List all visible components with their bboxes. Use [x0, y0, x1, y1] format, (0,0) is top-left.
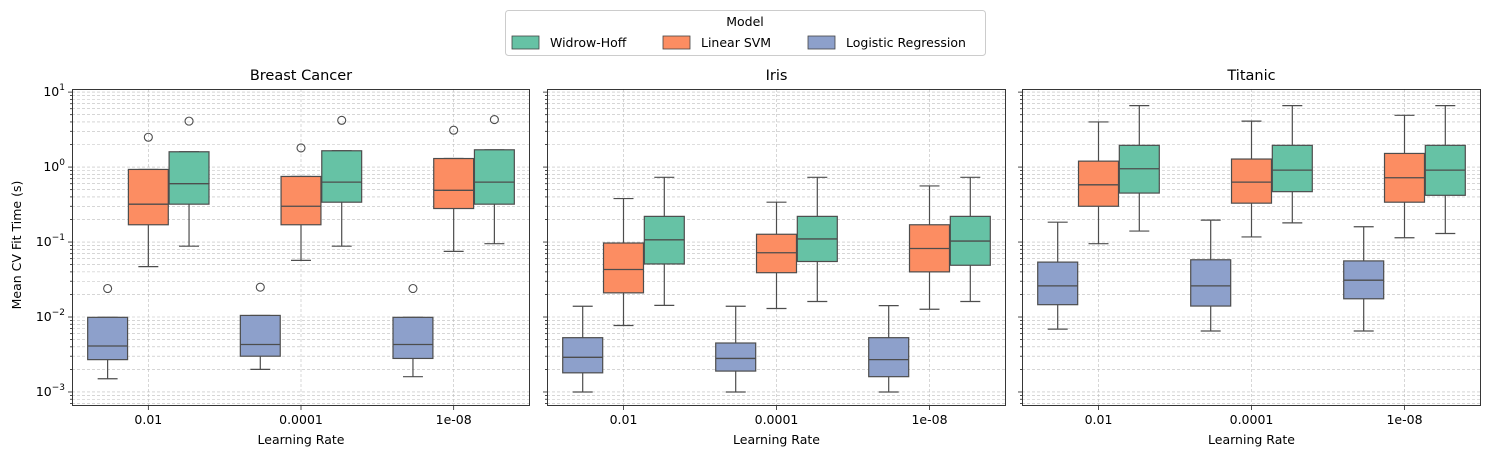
outlier-point: [489, 115, 499, 125]
panel-title-iris: Iris: [766, 68, 788, 84]
outlier-point: [184, 116, 194, 126]
legend-label-widrow-hoff: Widrow-Hoff: [550, 35, 627, 50]
box-logistic-regression: [392, 283, 434, 378]
outlier-point: [103, 283, 113, 294]
box-widrow-hoff: [643, 176, 685, 306]
box-widrow-hoff: [321, 115, 363, 247]
x-tick-label: 0.01: [610, 412, 638, 427]
box-logistic-regression: [1343, 226, 1385, 332]
box-widrow-hoff: [796, 176, 838, 303]
x-axis-label-iris: Learning Rate: [733, 432, 820, 447]
y-tick-label: 10−2: [36, 308, 65, 324]
legend-entry-widrow-hoff: Widrow-Hoff: [511, 35, 627, 50]
box-body: [239, 314, 281, 357]
legend-swatch-linear-svm: [662, 35, 691, 50]
panel-title-breast-cancer: Breast Cancer: [250, 68, 352, 84]
axes-frame: [547, 89, 1006, 406]
outlier-point: [296, 143, 306, 153]
box-logistic-regression: [868, 304, 910, 393]
x-tick-label: 0.01: [134, 412, 162, 427]
x-tick-label: 0.0001: [279, 412, 323, 427]
outlier-point: [337, 115, 347, 125]
outlier-point: [408, 283, 418, 294]
outlier-point: [143, 132, 153, 142]
box-widrow-hoff: [949, 176, 991, 303]
outlier-point: [255, 282, 265, 292]
box-logistic-regression: [1037, 221, 1079, 330]
legend-title: Model: [726, 14, 764, 29]
box-widrow-hoff: [473, 115, 515, 245]
box-body: [1271, 144, 1313, 193]
box-logistic-regression: [87, 283, 129, 380]
legend-swatch-widrow-hoff: [511, 35, 540, 50]
box-widrow-hoff: [168, 116, 210, 247]
box-body: [562, 337, 604, 374]
box-body: [715, 342, 757, 372]
box-linear-svm: [1230, 120, 1273, 238]
x-tick-label: 0.01: [1085, 412, 1113, 427]
panel-1: 0.01 0.0001 1e-08: [543, 89, 1006, 427]
outlier-point: [449, 125, 459, 135]
y-tick-label: 100: [43, 158, 65, 174]
y-tick-label: 10−1: [36, 233, 65, 249]
box-linear-svm: [1383, 114, 1426, 239]
y-axis-label: Mean CV Fit Time (s): [9, 181, 24, 310]
legend-frame: [505, 10, 986, 56]
x-tick-label: 0.0001: [1230, 412, 1274, 427]
box-body: [321, 150, 363, 203]
x-axis-label-breast-cancer: Learning Rate: [258, 432, 345, 447]
box-body: [1190, 259, 1232, 307]
box-body: [168, 151, 210, 205]
box-logistic-regression: [715, 305, 757, 393]
box-linear-svm: [602, 197, 645, 327]
box-linear-svm: [908, 185, 951, 310]
box-body: [602, 242, 645, 294]
y-tick-label: 101: [43, 83, 65, 99]
axes-frame: [1022, 89, 1481, 406]
box-logistic-regression: [562, 305, 604, 393]
box-logistic-regression: [1190, 219, 1232, 332]
box-widrow-hoff: [1271, 105, 1313, 224]
box-widrow-hoff: [1118, 105, 1160, 232]
panel-2: 0.01 0.0001 1e-08: [1018, 89, 1481, 427]
legend-label-logistic-regression: Logistic Regression: [846, 35, 966, 50]
legend-label-linear-svm: Linear SVM: [701, 35, 771, 50]
axes-frame: [72, 89, 530, 406]
box-linear-svm: [280, 143, 322, 261]
box-widrow-hoff: [1424, 105, 1466, 235]
box-body: [868, 337, 910, 378]
box-body: [1037, 261, 1079, 306]
panel-0: 10−3 10−2 10−1 100 101 0.01 0.0001 1e-08: [36, 83, 530, 427]
box-body: [1230, 158, 1273, 204]
legend: Model Widrow-Hoff Linear SVM Logistic Re…: [505, 10, 986, 56]
x-tick-label: 1e-08: [911, 412, 947, 427]
box-logistic-regression: [239, 282, 281, 371]
box-body: [87, 316, 129, 361]
box-body: [1077, 160, 1120, 207]
y-tick-label: 10−3: [36, 383, 65, 399]
box-body: [755, 233, 798, 274]
panel-title-titanic: Titanic: [1226, 68, 1275, 84]
box-body: [392, 316, 434, 360]
legend-entry-logistic-regression: Logistic Regression: [807, 35, 966, 50]
box-linear-svm: [755, 201, 798, 310]
x-axis-label-titanic: Learning Rate: [1208, 432, 1295, 447]
legend-entry-linear-svm: Linear SVM: [662, 35, 771, 50]
box-body: [433, 157, 475, 210]
box-body: [473, 149, 515, 205]
x-tick-label: 1e-08: [436, 412, 472, 427]
box-body: [127, 168, 169, 226]
x-tick-label: 1e-08: [1386, 412, 1422, 427]
box-linear-svm: [1077, 121, 1120, 245]
box-linear-svm: [127, 132, 169, 268]
box-body: [280, 175, 322, 226]
legend-swatch-logistic-regression: [807, 35, 836, 50]
x-tick-label: 0.0001: [755, 412, 799, 427]
box-linear-svm: [433, 125, 475, 253]
